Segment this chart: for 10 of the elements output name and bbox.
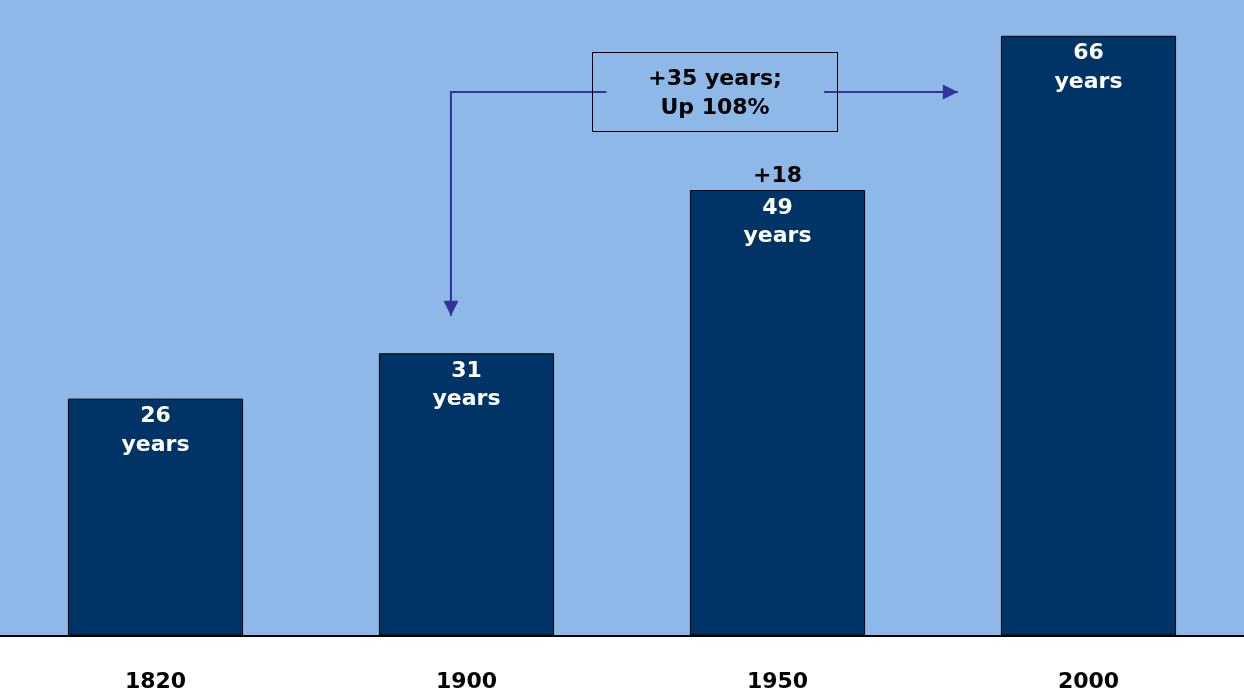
x-tick-label: 1820 [124,668,187,694]
data-label: 49 years [743,193,812,248]
data-label: 66 years [1054,39,1123,93]
x-tick-label: 2000 [1057,668,1120,694]
annotation: +18 [753,162,803,187]
x-tick-label: 1950 [746,668,809,694]
x-tick-label: 1900 [435,668,498,694]
data-label: 31 years [432,356,501,411]
data-label: 26 years [121,402,190,456]
annotation: +35 years; Up 108% [648,65,782,119]
